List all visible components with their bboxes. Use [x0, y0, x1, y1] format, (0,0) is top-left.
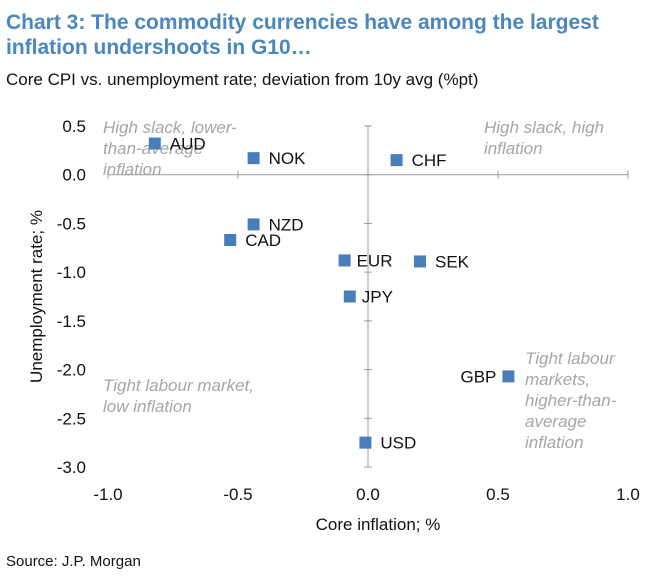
point-label-aud: AUD [170, 135, 206, 154]
x-tick-label: 0.0 [356, 485, 380, 504]
point-label-nzd: NZD [269, 215, 304, 234]
point-label-gbp: GBP [460, 367, 496, 386]
point-marker-nzd [247, 218, 260, 231]
y-tick-label: 0.0 [62, 166, 86, 185]
annotation-line: Tight labour [525, 349, 616, 368]
x-axis-label: Core inflation; % [316, 515, 441, 534]
point-marker-gbp [502, 370, 515, 383]
annotation-line: inflation [484, 139, 543, 158]
point-label-cad: CAD [245, 231, 281, 250]
x-tick-label: 1.0 [616, 485, 640, 504]
point-label-nok: NOK [269, 149, 307, 168]
point-label-usd: USD [380, 434, 416, 453]
annotation-line: average [525, 412, 586, 431]
annotation-line: Tight labour market, [103, 376, 254, 395]
point-marker-usd [359, 436, 372, 449]
y-tick-label: -0.5 [57, 214, 86, 233]
chart-subtitle: Core CPI vs. unemployment rate; deviatio… [6, 70, 479, 89]
x-tick-label: 0.5 [486, 485, 510, 504]
point-marker-chf [390, 154, 403, 167]
y-tick-label: 0.5 [62, 117, 86, 136]
y-tick-label: -3.0 [57, 458, 86, 477]
y-axis-label: Unemployment rate; % [27, 210, 46, 383]
point-marker-eur [338, 254, 351, 267]
quadrant-annotation-bottom-right: Tight labour markets, higher-than-average i… [525, 349, 617, 452]
quadrant-annotation-bottom-left: Tight labour market, low inflation [103, 376, 254, 416]
chart-source: Source: J.P. Morgan [6, 553, 141, 570]
annotation-line: markets, [525, 370, 590, 389]
point-label-sek: SEK [435, 252, 470, 271]
point-marker-sek [414, 255, 426, 268]
point-label-jpy: JPY [362, 288, 393, 307]
point-label-eur: EUR [357, 251, 393, 270]
point-marker-aud [148, 137, 161, 150]
y-tick-label: -2.0 [57, 361, 86, 380]
y-tick-label: -1.5 [57, 312, 86, 331]
x-tick-label: -1.0 [93, 485, 122, 504]
quadrant-annotation-top-right: High slack, high inflation [484, 118, 604, 158]
annotation-line: High slack, lower- [103, 118, 237, 137]
annotation-line: inflation [525, 433, 584, 452]
point-label-chf: CHF [412, 151, 447, 170]
annotation-line: low inflation [103, 397, 192, 416]
x-tick-label: -0.5 [223, 485, 252, 504]
annotation-line: High slack, high [484, 118, 604, 137]
annotation-line: inflation [103, 160, 162, 179]
annotation-line: higher-than- [525, 391, 617, 410]
point-marker-cad [224, 233, 237, 246]
point-marker-jpy [343, 290, 356, 303]
y-tick-label: -1.0 [57, 263, 86, 282]
chart-title: Chart 3: The commodity currencies have a… [6, 11, 599, 59]
point-marker-nok [247, 152, 260, 165]
y-tick-label: -2.5 [57, 409, 86, 428]
